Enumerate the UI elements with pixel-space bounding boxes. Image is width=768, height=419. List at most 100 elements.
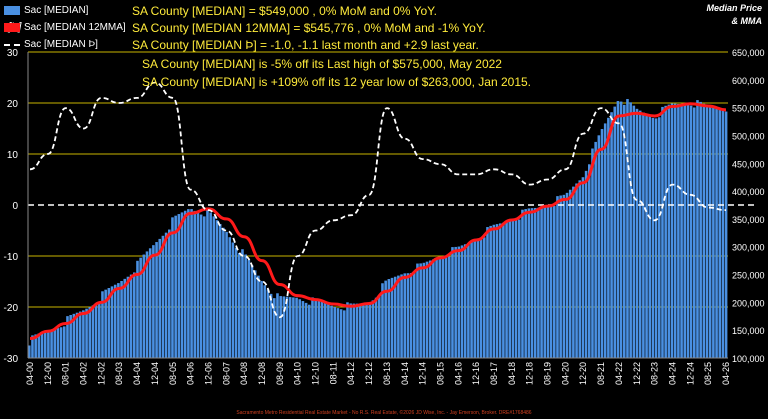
bar <box>199 214 203 358</box>
bar <box>50 329 53 358</box>
bar <box>384 280 387 358</box>
bar <box>301 301 305 358</box>
x-tick-label: 04-12 <box>346 362 356 385</box>
bar <box>273 298 276 358</box>
bar <box>416 263 419 358</box>
bar <box>559 195 562 358</box>
bar <box>705 105 709 358</box>
bar <box>206 209 209 358</box>
bar <box>537 207 540 358</box>
bar <box>59 327 63 358</box>
bar <box>231 242 235 358</box>
x-tick-label: 08-07 <box>221 362 231 385</box>
mma-line <box>29 102 727 341</box>
bar <box>635 108 639 358</box>
bar <box>158 238 162 358</box>
bar <box>66 316 69 358</box>
bar <box>177 214 181 358</box>
legend-text: SA County [MEDIAN Þ] = -1.0, -1.1 last m… <box>132 37 479 52</box>
bar <box>467 243 470 358</box>
bar <box>142 254 146 358</box>
bar <box>320 301 324 358</box>
right-tick-label: 600,000 <box>732 76 765 86</box>
bar <box>565 192 569 358</box>
bar <box>311 297 314 358</box>
x-tick-label: 08-03 <box>114 362 124 385</box>
bar <box>584 170 588 358</box>
bar <box>107 288 111 358</box>
legend-item-12mma: Sac [MEDIAN 12MMA] SA County [MEDIAN 12M… <box>4 19 486 36</box>
bar <box>69 314 72 358</box>
bar <box>40 332 44 358</box>
bar <box>193 210 197 358</box>
bar <box>327 304 330 358</box>
right-tick-label: 250,000 <box>732 271 765 281</box>
corner-title-2: & MMA <box>731 16 763 26</box>
bar <box>218 223 222 358</box>
bar <box>553 205 556 358</box>
bar <box>721 110 725 358</box>
bar <box>247 259 251 358</box>
x-tick-label: 12-04 <box>150 362 160 385</box>
x-tick-label: 08-01 <box>61 362 71 385</box>
right-tick-label: 350,000 <box>732 215 765 225</box>
bar <box>123 278 127 358</box>
left-tick-label: -30 <box>4 354 19 365</box>
bar <box>260 280 263 358</box>
bar <box>693 107 696 359</box>
x-tick-label: 12-10 <box>311 362 321 385</box>
bar <box>438 257 442 358</box>
bar <box>330 305 333 358</box>
bar-series <box>28 99 728 359</box>
x-tick-label: 12-22 <box>632 362 642 385</box>
bar <box>460 245 464 358</box>
bar <box>470 241 473 358</box>
bar <box>196 212 200 358</box>
line-series <box>28 81 758 341</box>
bar <box>346 302 349 358</box>
bar <box>489 225 492 358</box>
bar <box>578 180 582 358</box>
bar <box>673 103 677 358</box>
bar <box>209 212 212 358</box>
bar <box>524 209 527 358</box>
right-tick-label: 500,000 <box>732 131 765 141</box>
bar <box>511 220 515 358</box>
bar <box>276 293 279 358</box>
bar <box>75 312 79 358</box>
bar <box>168 229 171 358</box>
legend-swatch-line <box>4 23 20 32</box>
bar <box>444 256 448 358</box>
bar <box>381 283 384 358</box>
x-tick-label: 04-04 <box>132 362 142 385</box>
bar <box>53 328 57 358</box>
bar <box>718 109 722 358</box>
bar <box>117 283 120 358</box>
right-tick-label: 650,000 <box>732 48 765 58</box>
legend-item-thorn: Sac [MEDIAN Þ] SA County [MEDIAN Þ] = -1… <box>4 36 486 53</box>
bar <box>476 239 480 358</box>
bar <box>575 183 578 358</box>
bar <box>333 306 337 358</box>
bar <box>308 304 311 358</box>
legend-text: SA County [MEDIAN 12MMA] = $545,776 , 0%… <box>132 20 486 35</box>
x-tick-label: 08-21 <box>596 362 606 385</box>
axes: -30 -20 -10 10 20 30 0 100,000 150,000 200,000 250… <box>4 48 765 385</box>
legend-item-median: Sac [MEDIAN] SA County [MEDIAN] = $549,0… <box>4 2 486 19</box>
bar <box>432 259 435 358</box>
bar <box>546 207 550 358</box>
bar <box>126 276 130 358</box>
bar <box>190 209 193 358</box>
bar <box>708 106 712 358</box>
note-last-high: SA County [MEDIAN] is -5% off its Last h… <box>142 57 502 71</box>
x-tick-label: 04-18 <box>507 362 517 385</box>
bar <box>164 232 168 358</box>
bar <box>34 334 37 358</box>
thorn-line <box>29 81 727 319</box>
bar <box>619 101 623 358</box>
bar <box>613 106 617 358</box>
bar <box>645 114 648 358</box>
bar <box>152 245 155 358</box>
bar <box>343 310 346 358</box>
bar <box>632 105 636 359</box>
